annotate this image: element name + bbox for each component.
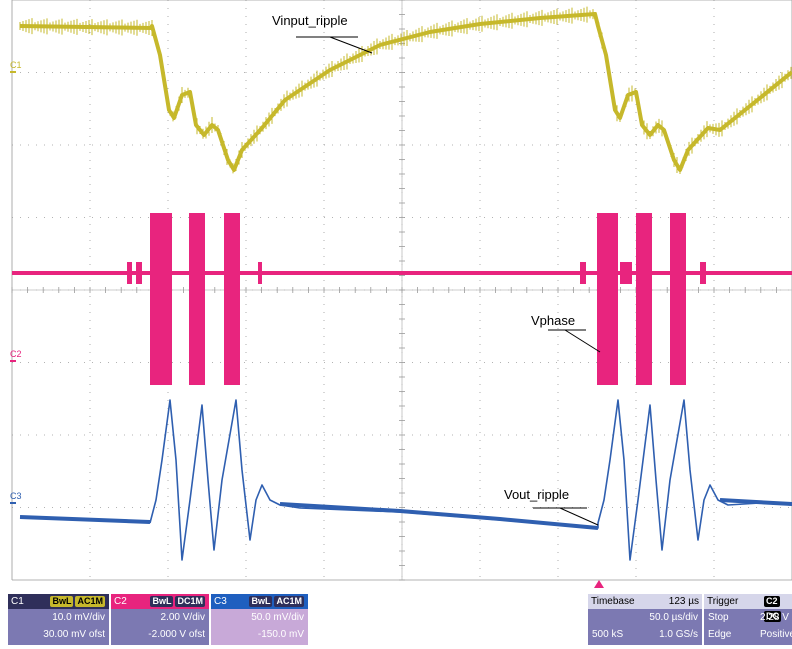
trace-vphase-bursts (127, 213, 706, 385)
c1-coupling-badge: AC1M (75, 596, 105, 607)
trace-vinput-ripple (19, 12, 792, 172)
timebase-samples: 500 kS (592, 629, 624, 640)
c3-name: C3 (214, 596, 227, 607)
c1-scale: 10.0 mV/div (52, 612, 105, 623)
c3-offset: -150.0 mV (257, 629, 304, 640)
trigger-source-badge: C2 (764, 596, 780, 607)
channel-tag-c1: C1 (10, 60, 22, 70)
c2-name: C2 (114, 596, 127, 607)
c2-bwl-badge: BwL (150, 596, 174, 607)
timebase-rate: 1.0 GS/s (659, 629, 698, 640)
c3-coupling-badge: AC1M (274, 596, 304, 607)
timebase-per-div: 50.0 µs/div (649, 612, 698, 623)
label-vinput-ripple: Vinput_ripple (272, 13, 348, 28)
c2-scale: 2.00 V/div (160, 612, 205, 623)
c2-offset: -2.000 V ofst (148, 629, 205, 640)
trigger-type: Edge (708, 629, 732, 640)
c1-name: C1 (11, 596, 24, 607)
channel-markers (10, 71, 16, 504)
graticule (11, 0, 792, 581)
trace-vout-ripple-flat (19, 498, 792, 530)
trigger-coupling-badge: DC (764, 611, 781, 622)
scope-display (10, 0, 792, 581)
annotation-leaders (296, 36, 601, 526)
label-vout-ripple: Vout_ripple (504, 487, 570, 502)
trigger-slope: Positive (760, 629, 792, 640)
trigger-label: Trigger (707, 596, 739, 607)
timebase-label: Timebase (591, 596, 635, 607)
channel-tag-c3: C3 (10, 491, 22, 501)
c1-offset: 30.00 mV ofst (43, 629, 105, 640)
channel-c1-panel[interactable]: C1 BwL AC1M 10.0 mV/div 30.00 mV ofst (8, 594, 109, 645)
trigger-level: 2.28 V (760, 612, 789, 623)
channel-tag-c2: C2 (10, 349, 22, 359)
channel-c2-panel[interactable]: C2 BwL DC1M 2.00 V/div -2.000 V ofst (111, 594, 209, 645)
trace-vinput-ripple-noise (19, 6, 792, 174)
trigger-mode: Stop (708, 612, 729, 623)
trigger-panel[interactable]: Trigger C2 DC Stop 2.28 V Edge Positive (704, 594, 792, 645)
timebase-panel[interactable]: Timebase 123 µs 50.0 µs/div 500 kS 1.0 G… (588, 594, 702, 645)
c3-scale: 50.0 mV/div (251, 612, 304, 623)
trigger-position-marker (594, 580, 604, 588)
timebase-delay: 123 µs (668, 596, 699, 607)
c2-coupling-badge: DC1M (175, 596, 205, 607)
c3-bwl-badge: BwL (249, 596, 273, 607)
c1-bwl-badge: BwL (50, 596, 74, 607)
channel-c3-panel[interactable]: C3 BwL AC1M 50.0 mV/div -150.0 mV (211, 594, 308, 645)
label-vphase: Vphase (531, 313, 576, 328)
